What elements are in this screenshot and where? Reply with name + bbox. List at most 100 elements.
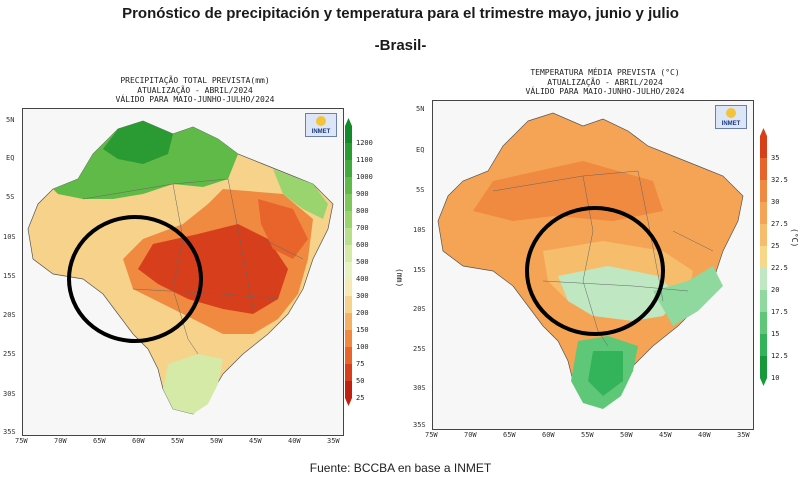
lon-label: 60W	[542, 431, 555, 439]
colorbar-label: 400	[356, 275, 369, 283]
colorbar-segment	[760, 290, 767, 312]
lon-label: 35W	[737, 431, 750, 439]
colorbar-segment	[760, 356, 767, 378]
lat-label: 5S	[416, 186, 425, 194]
south-coldest-region	[588, 351, 623, 396]
lon-label: 65W	[93, 437, 106, 445]
lon-label: 50W	[210, 437, 223, 445]
lon-label: 55W	[171, 437, 184, 445]
precip-title-line: PRECIPITAÇÃO TOTAL PREVISTA(mm)	[120, 76, 270, 85]
precip-map-svg	[27, 120, 334, 415]
lat-label: EQ	[416, 146, 425, 154]
temp-map-svg	[437, 112, 744, 409]
sun-icon	[316, 116, 326, 126]
north-warm-region	[473, 161, 663, 221]
lon-label: 65W	[503, 431, 516, 439]
colorbar-segment	[345, 296, 352, 313]
lat-label: 15S	[413, 266, 426, 274]
highlight-circle	[67, 215, 203, 343]
colorbar-label: 27.5	[771, 220, 788, 228]
colorbar-segment	[345, 228, 352, 245]
colorbar-segment	[760, 158, 767, 180]
colorbar-segment	[345, 194, 352, 211]
state-borders	[82, 178, 304, 355]
lon-label: 70W	[54, 437, 67, 445]
colorbar-segment	[760, 224, 767, 246]
precip-colorbar: 1200 1100 1000 900 800 700 600 500 400 300 200 150 1…	[345, 118, 404, 406]
lat-label: 20S	[3, 311, 16, 319]
colorbar-label: 300	[356, 292, 369, 300]
colorbar-label: 150	[356, 326, 369, 334]
colorbar-label: 75	[356, 360, 364, 368]
lon-label: 75W	[15, 437, 28, 445]
lon-label: 50W	[620, 431, 633, 439]
colorbar-segment	[760, 180, 767, 202]
page-subtitle: -Brasil-	[374, 37, 427, 54]
lat-label: 35S	[3, 428, 16, 436]
colorbar-segment	[345, 143, 352, 160]
lat-label: 10S	[3, 233, 16, 241]
colorbar-label: 20	[771, 286, 779, 294]
colorbar-label: 900	[356, 190, 369, 198]
lat-label: 5N	[6, 116, 15, 124]
colorbar-label: 10	[771, 374, 779, 382]
lat-label: 30S	[3, 390, 16, 398]
southeast-cool-region	[653, 266, 723, 326]
colorbar-label: 25	[771, 242, 779, 250]
temp-title-line: TEMPERATURA MÉDIA PREVISTA (°C)	[530, 68, 680, 77]
source-note: Fuente: BCCBA en base a INMET	[309, 461, 492, 475]
colorbar-label: 700	[356, 224, 369, 232]
lon-label: 60W	[132, 437, 145, 445]
colorbar-label: 800	[356, 207, 369, 215]
colorbar-top-arrow	[760, 128, 767, 136]
lat-label: 10S	[413, 226, 426, 234]
temp-title-line: ATUALIZAÇÃO - ABRIL/2024	[547, 77, 663, 87]
colorbar-label: 17.5	[771, 308, 788, 316]
precip-title-line: ATUALIZAÇÃO - ABRIL/2024	[137, 85, 253, 95]
lat-label: 25S	[413, 345, 426, 353]
lon-label: 40W	[288, 437, 301, 445]
page-title: Pronóstico de precipitación y temperatur…	[122, 5, 679, 22]
colorbar-label: 500	[356, 258, 369, 266]
lon-label: 40W	[698, 431, 711, 439]
colorbar-segment	[345, 245, 352, 262]
lat-label: 35S	[413, 421, 426, 429]
colorbar-segment	[345, 313, 352, 330]
precip-map: INMET	[22, 108, 344, 436]
inmet-logo: INMET	[305, 113, 337, 137]
colorbar-label: 22.5	[771, 264, 788, 272]
colorbar-segment	[760, 246, 767, 268]
temp-map: INMET	[432, 100, 754, 430]
lat-label: 25S	[3, 350, 16, 358]
colorbar-label: 15	[771, 330, 779, 338]
highlight-circle	[525, 206, 665, 336]
colorbar-bottom-arrow	[345, 398, 352, 406]
colorbar-label: 600	[356, 241, 369, 249]
colorbar-label: 1000	[356, 173, 373, 181]
colorbar-label: 30	[771, 198, 779, 206]
lon-label: 35W	[327, 437, 340, 445]
colorbar-label: 50	[356, 377, 364, 385]
lat-label: 5N	[416, 105, 425, 113]
temp-unit: (°C)	[790, 228, 799, 247]
lat-label: 5S	[6, 193, 15, 201]
colorbar-label: 25	[356, 394, 364, 402]
colorbar-bottom-arrow	[760, 378, 767, 386]
northeast-green-strip	[273, 169, 328, 219]
precip-map-title: PRECIPITAÇÃO TOTAL PREVISTA(mm) ATUALIZA…	[60, 76, 330, 105]
lon-label: 75W	[425, 431, 438, 439]
colorbar-segment	[760, 268, 767, 290]
colorbar-label: 100	[356, 343, 369, 351]
colorbar-segment	[345, 381, 352, 398]
precip-title-line: VÁLIDO PARA MAIO-JUNHO-JULHO/2024	[115, 95, 275, 104]
colorbar-label: 35	[771, 154, 779, 162]
colorbar-label: 32.5	[771, 176, 788, 184]
colorbar-segment	[345, 160, 352, 177]
lon-label: 55W	[581, 431, 594, 439]
precip-unit: (mm)	[395, 268, 404, 287]
colorbar-segment	[760, 202, 767, 224]
lat-label: 15S	[3, 272, 16, 280]
lat-label: 30S	[413, 384, 426, 392]
colorbar-segment	[345, 211, 352, 228]
sun-icon	[726, 108, 736, 118]
